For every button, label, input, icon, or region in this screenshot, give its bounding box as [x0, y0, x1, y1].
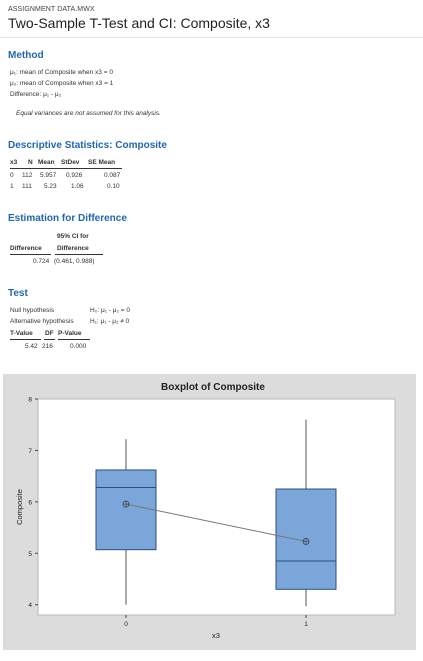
x-tick-label: 0 — [124, 621, 128, 628]
x-axis-label: x3 — [212, 631, 220, 640]
page-title: Two-Sample T-Test and CI: Composite, x3 — [8, 15, 270, 31]
descriptive-header-rule — [10, 168, 122, 169]
desc-row0-x3: 0 — [10, 172, 14, 179]
estimation-heading: Estimation for Difference — [8, 213, 127, 224]
file-name: ASSIGNMENT DATA.MWX — [8, 6, 95, 13]
null-hypothesis-value: H₀: μ₁ - μ₂ = 0 — [90, 307, 131, 314]
descriptive-heading: Descriptive Statistics: Composite — [8, 140, 167, 151]
ci-value: (0.461, 0.988) — [54, 258, 95, 265]
y-tick-label: 4 — [28, 602, 32, 609]
boxplot-svg: Boxplot of Composite x3 Composite 4 5 6 7 8 0… — [3, 374, 416, 650]
desc-row1-mean: 5.23 — [44, 183, 57, 190]
tvalue-header-rule — [10, 339, 41, 340]
method-note: Equal variances are not assumed for this… — [16, 110, 161, 117]
df-value: 216 — [42, 343, 53, 350]
box — [95, 469, 157, 551]
desc-row1-n: 111 — [22, 183, 32, 190]
desc-row0-n: 112 — [22, 172, 33, 179]
mean-connect-line — [125, 503, 307, 542]
y-tick-label: 7 — [28, 448, 32, 455]
tvalue-value: 5.42 — [25, 343, 38, 350]
pvalue-value: 0.000 — [70, 343, 87, 350]
desc-row1-stdev: 1.06 — [71, 183, 84, 190]
ci-header-line1: 95% CI for — [57, 233, 89, 240]
null-hypothesis-label: Null hypothesis — [10, 307, 55, 314]
alt-hypothesis-label: Alternative hypothesis — [10, 318, 74, 325]
y-tick-label: 8 — [28, 397, 32, 404]
col-header-tvalue: T-Value — [10, 330, 33, 337]
difference-header: Difference — [10, 245, 42, 252]
ci-header-line2: Difference — [57, 245, 89, 252]
pvalue-header-rule — [58, 339, 90, 340]
y-tick-label: 5 — [28, 551, 32, 558]
col-header-pvalue: P-Value — [58, 330, 82, 337]
alt-hypothesis-value: H₁: μ₁ - μ₂ ≠ 0 — [90, 318, 130, 325]
col-header-df: DF — [45, 330, 54, 337]
method-mu1: μ₁: mean of Composite when x3 = 0 — [10, 69, 113, 76]
col-header-x3: x3 — [10, 159, 18, 166]
desc-row0-stdev: 0.926 — [66, 172, 83, 179]
y-tick-label: 6 — [28, 499, 32, 506]
desc-row1-semean: 0.10 — [107, 183, 120, 190]
col-header-semean: SE Mean — [88, 159, 116, 166]
df-header-rule — [44, 339, 55, 340]
test-heading: Test — [8, 288, 28, 299]
boxplot-chart: Boxplot of Composite x3 Composite 4 5 6 7 8 0… — [3, 374, 416, 650]
method-mu2: μ₂: mean of Composite when x3 = 1 — [10, 80, 114, 87]
y-axis-label: Composite — [15, 489, 24, 525]
desc-row1-x3: 1 — [10, 183, 14, 190]
title-divider — [0, 37, 423, 38]
plot-area — [37, 398, 396, 616]
difference-header-rule — [10, 254, 51, 255]
chart-title: Boxplot of Composite — [161, 382, 265, 393]
method-difference: Difference: μ₁ - μ₂ — [10, 91, 62, 98]
difference-value: 0.724 — [33, 258, 50, 265]
desc-row0-mean: 5.957 — [40, 172, 57, 179]
x-tick-label: 1 — [304, 621, 308, 628]
col-header-mean: Mean — [38, 159, 55, 166]
ci-header-rule — [55, 254, 103, 255]
desc-row0-semean: 0.087 — [104, 172, 121, 179]
col-header-n: N — [28, 159, 33, 166]
col-header-stdev: StDev — [61, 159, 80, 166]
method-heading: Method — [8, 50, 44, 61]
